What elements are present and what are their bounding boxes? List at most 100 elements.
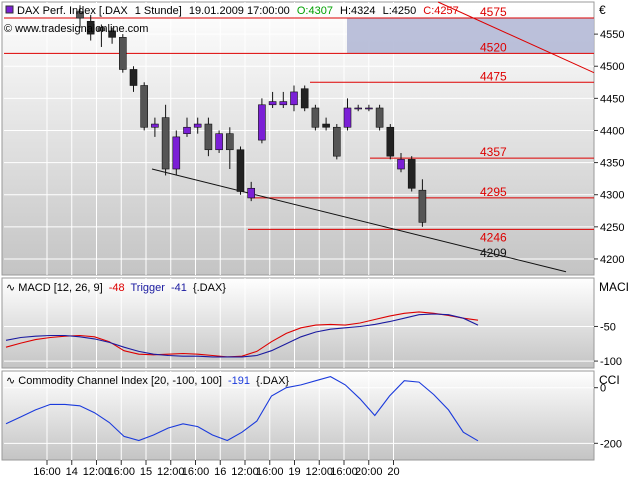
annotation-label: 4209 bbox=[480, 246, 507, 260]
bear-candle bbox=[86, 20, 95, 35]
interval: 1 Stunde] bbox=[135, 5, 182, 17]
bear-candle bbox=[322, 123, 330, 128]
x-tick-label: 16 bbox=[214, 466, 226, 478]
bear-candle bbox=[300, 88, 309, 109]
macd-panel bbox=[1, 277, 595, 369]
copyright-icon: © bbox=[4, 23, 15, 35]
y-tick-label: 4400 bbox=[600, 125, 624, 137]
bull-candle bbox=[247, 187, 255, 199]
high-value: H:4324 bbox=[340, 5, 375, 17]
chart-header: DAX Perf. Index [.DAX 1 Stunde] 19.01.20… bbox=[17, 5, 459, 17]
macd-axis-label: MACI bbox=[599, 280, 629, 294]
low-value: L:4250 bbox=[383, 5, 417, 17]
bear-candle bbox=[161, 117, 170, 170]
cci-name: Commodity Channel Index [20, -100, 100] bbox=[18, 375, 222, 387]
level-label: 4520 bbox=[480, 40, 507, 54]
trigger-value: -41 bbox=[171, 282, 187, 294]
resistance-trendline bbox=[437, 1, 595, 74]
bull-candle bbox=[365, 107, 373, 110]
bull-candle bbox=[172, 136, 181, 170]
level-label: 4575 bbox=[480, 5, 507, 19]
x-tick-label: 19 bbox=[288, 466, 300, 478]
currency-label: € bbox=[599, 3, 606, 17]
trigger-series-line bbox=[5, 311, 479, 358]
bull-candle bbox=[290, 91, 298, 106]
datetime: 19.01.2009 17:00:00 bbox=[189, 5, 290, 17]
y-tick-label: -200 bbox=[600, 438, 622, 450]
instrument-name: DAX Perf. Index [.DAX bbox=[17, 5, 128, 17]
level-label: 4246 bbox=[480, 230, 507, 244]
x-tick-label: 20 bbox=[387, 466, 399, 478]
level-label: 4475 bbox=[480, 69, 507, 83]
cci-axis-label: CCI bbox=[599, 373, 620, 387]
x-tick-label: 16:00 bbox=[33, 466, 61, 478]
y-tick-label: 4350 bbox=[600, 158, 624, 170]
macd-title: ∿ MACD [12, 26, 9] -48 Trigger -41 {.DAX… bbox=[6, 282, 226, 294]
y-tick-label: 4550 bbox=[600, 29, 624, 41]
candlesticks bbox=[76, 5, 427, 227]
bear-candle bbox=[332, 126, 341, 157]
bear-candle bbox=[311, 107, 320, 128]
bull-candle bbox=[151, 123, 159, 128]
macd-value: -48 bbox=[109, 282, 125, 294]
x-tick-label: 16:00 bbox=[182, 466, 210, 478]
x-tick-label: 16:00 bbox=[256, 466, 284, 478]
bear-candle bbox=[119, 37, 127, 70]
y-tick-label: 4250 bbox=[600, 222, 624, 234]
bull-candle bbox=[343, 107, 352, 128]
level-label: 4357 bbox=[480, 145, 507, 159]
bear-candle bbox=[204, 123, 213, 151]
x-tick-label: 14 bbox=[66, 466, 78, 478]
bear-candle bbox=[386, 126, 395, 157]
support-trendline bbox=[151, 168, 567, 273]
bear-candle bbox=[129, 69, 138, 86]
x-tick-label: 16:00 bbox=[107, 466, 135, 478]
bull-candle bbox=[397, 159, 405, 170]
x-tick-label: 20:00 bbox=[355, 466, 383, 478]
bull-candle bbox=[215, 133, 223, 151]
x-tick-label: 12:00 bbox=[83, 466, 111, 478]
level-label: 4295 bbox=[480, 185, 507, 199]
bear-candle bbox=[418, 189, 427, 223]
macd-wave-icon: ∿ bbox=[6, 282, 18, 294]
bull-candle bbox=[268, 101, 277, 106]
macd-suffix: {.DAX} bbox=[193, 282, 226, 294]
bear-candle bbox=[97, 27, 106, 32]
bull-candle bbox=[279, 101, 288, 106]
x-tick-label: 15 bbox=[140, 466, 152, 478]
bear-candle bbox=[108, 30, 116, 38]
x-tick-label: 12:00 bbox=[231, 466, 259, 478]
bull-candle bbox=[193, 123, 202, 128]
price-levels: 4575 4520 4475 4357 4295 4246 4209 bbox=[4, 5, 594, 260]
macd-series-line bbox=[5, 313, 479, 358]
bear-candle bbox=[375, 107, 384, 128]
cci-series-line bbox=[5, 376, 479, 442]
y-tick-label: -50 bbox=[600, 321, 616, 333]
y-tick-label: 4500 bbox=[600, 61, 624, 73]
x-tick-label: 12:00 bbox=[305, 466, 333, 478]
bear-candle bbox=[407, 159, 416, 189]
watermark: © www.tradesignalonline.com bbox=[4, 23, 148, 35]
instrument-color-icon bbox=[5, 5, 14, 14]
watermark-text: www.tradesignalonline.com bbox=[14, 23, 148, 35]
x-tick-label: 16:00 bbox=[330, 466, 358, 478]
y-tick-label: 0 bbox=[600, 383, 606, 395]
trend-lines bbox=[151, 1, 595, 273]
cci-title: ∿ Commodity Channel Index [20, -100, 100… bbox=[6, 375, 289, 387]
bull-candle bbox=[258, 104, 266, 141]
macd-lines bbox=[5, 311, 479, 358]
bull-candle bbox=[183, 126, 191, 134]
bear-candle bbox=[76, 11, 84, 19]
trigger-label: Trigger bbox=[130, 282, 165, 294]
cci-suffix: {.DAX} bbox=[256, 375, 289, 387]
zone-rect bbox=[347, 18, 594, 54]
y-tick-label: -100 bbox=[600, 356, 622, 368]
y-tick-label: 4300 bbox=[600, 190, 624, 202]
bull-candle bbox=[354, 107, 363, 110]
y-tick-label: 4450 bbox=[600, 93, 624, 105]
close-value: C:4257 bbox=[423, 5, 458, 17]
bear-candle bbox=[226, 133, 234, 151]
open-value: O:4307 bbox=[297, 5, 333, 17]
